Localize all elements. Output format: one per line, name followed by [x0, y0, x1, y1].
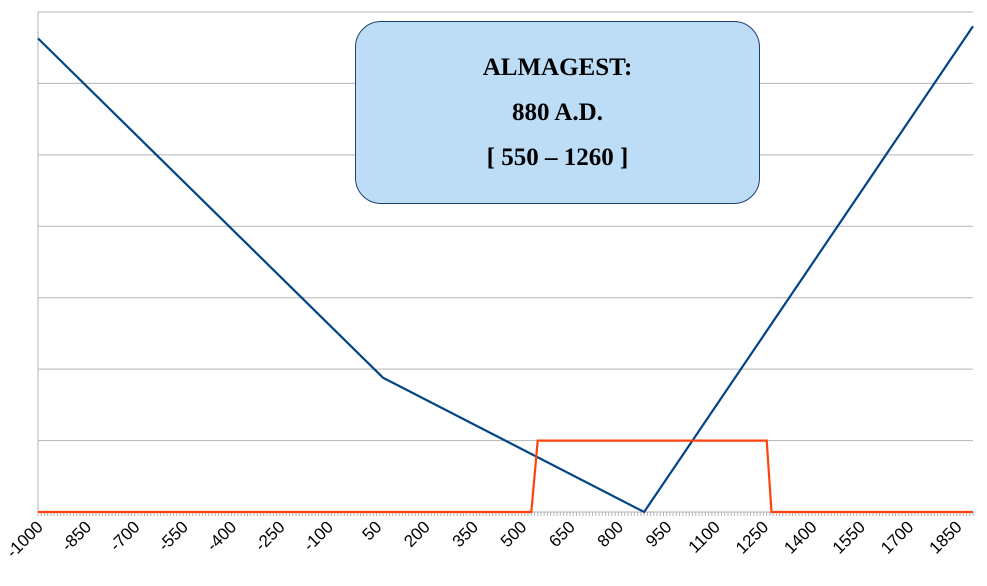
- x-tick-label: 1250: [732, 517, 772, 557]
- x-tick-label: 800: [594, 517, 627, 550]
- x-tick-label: -850: [58, 517, 95, 554]
- x-tick-label: -400: [203, 517, 240, 554]
- series-line-1: [37, 25, 974, 514]
- x-tick-label: -700: [106, 517, 143, 554]
- info-box-title: ALMAGEST:: [482, 54, 633, 81]
- x-tick-label: 50: [359, 517, 386, 544]
- info-box-interval: [ 550 – 1260 ]: [486, 144, 629, 171]
- x-tick-label: 1700: [877, 517, 917, 557]
- x-tick-label: 950: [642, 517, 675, 550]
- info-box: ALMAGEST: 880 A.D. [ 550 – 1260 ]: [355, 21, 760, 204]
- x-tick-labels: -1000 -850 -700 -550 -400 -250 -100 50 200 350 500…: [3, 517, 966, 561]
- series-group: [37, 25, 974, 514]
- x-tick-label: 1550: [829, 517, 869, 557]
- x-tick-label: 1100: [685, 517, 724, 556]
- x-tick-label: -1000: [3, 517, 47, 561]
- x-tick-label: 200: [400, 517, 433, 550]
- x-tick-label: -550: [154, 517, 191, 554]
- x-tick-label: 650: [545, 517, 578, 550]
- x-tick-label: 1850: [926, 517, 966, 557]
- x-tick-label: -250: [251, 517, 288, 554]
- info-box-date: 880 A.D.: [512, 99, 603, 126]
- series-line-2: [38, 439, 973, 514]
- x-tick-label: 350: [449, 517, 482, 550]
- x-tick-label: 1400: [780, 517, 820, 557]
- x-tick-label: 500: [497, 517, 530, 550]
- x-tick-label: -100: [300, 517, 337, 554]
